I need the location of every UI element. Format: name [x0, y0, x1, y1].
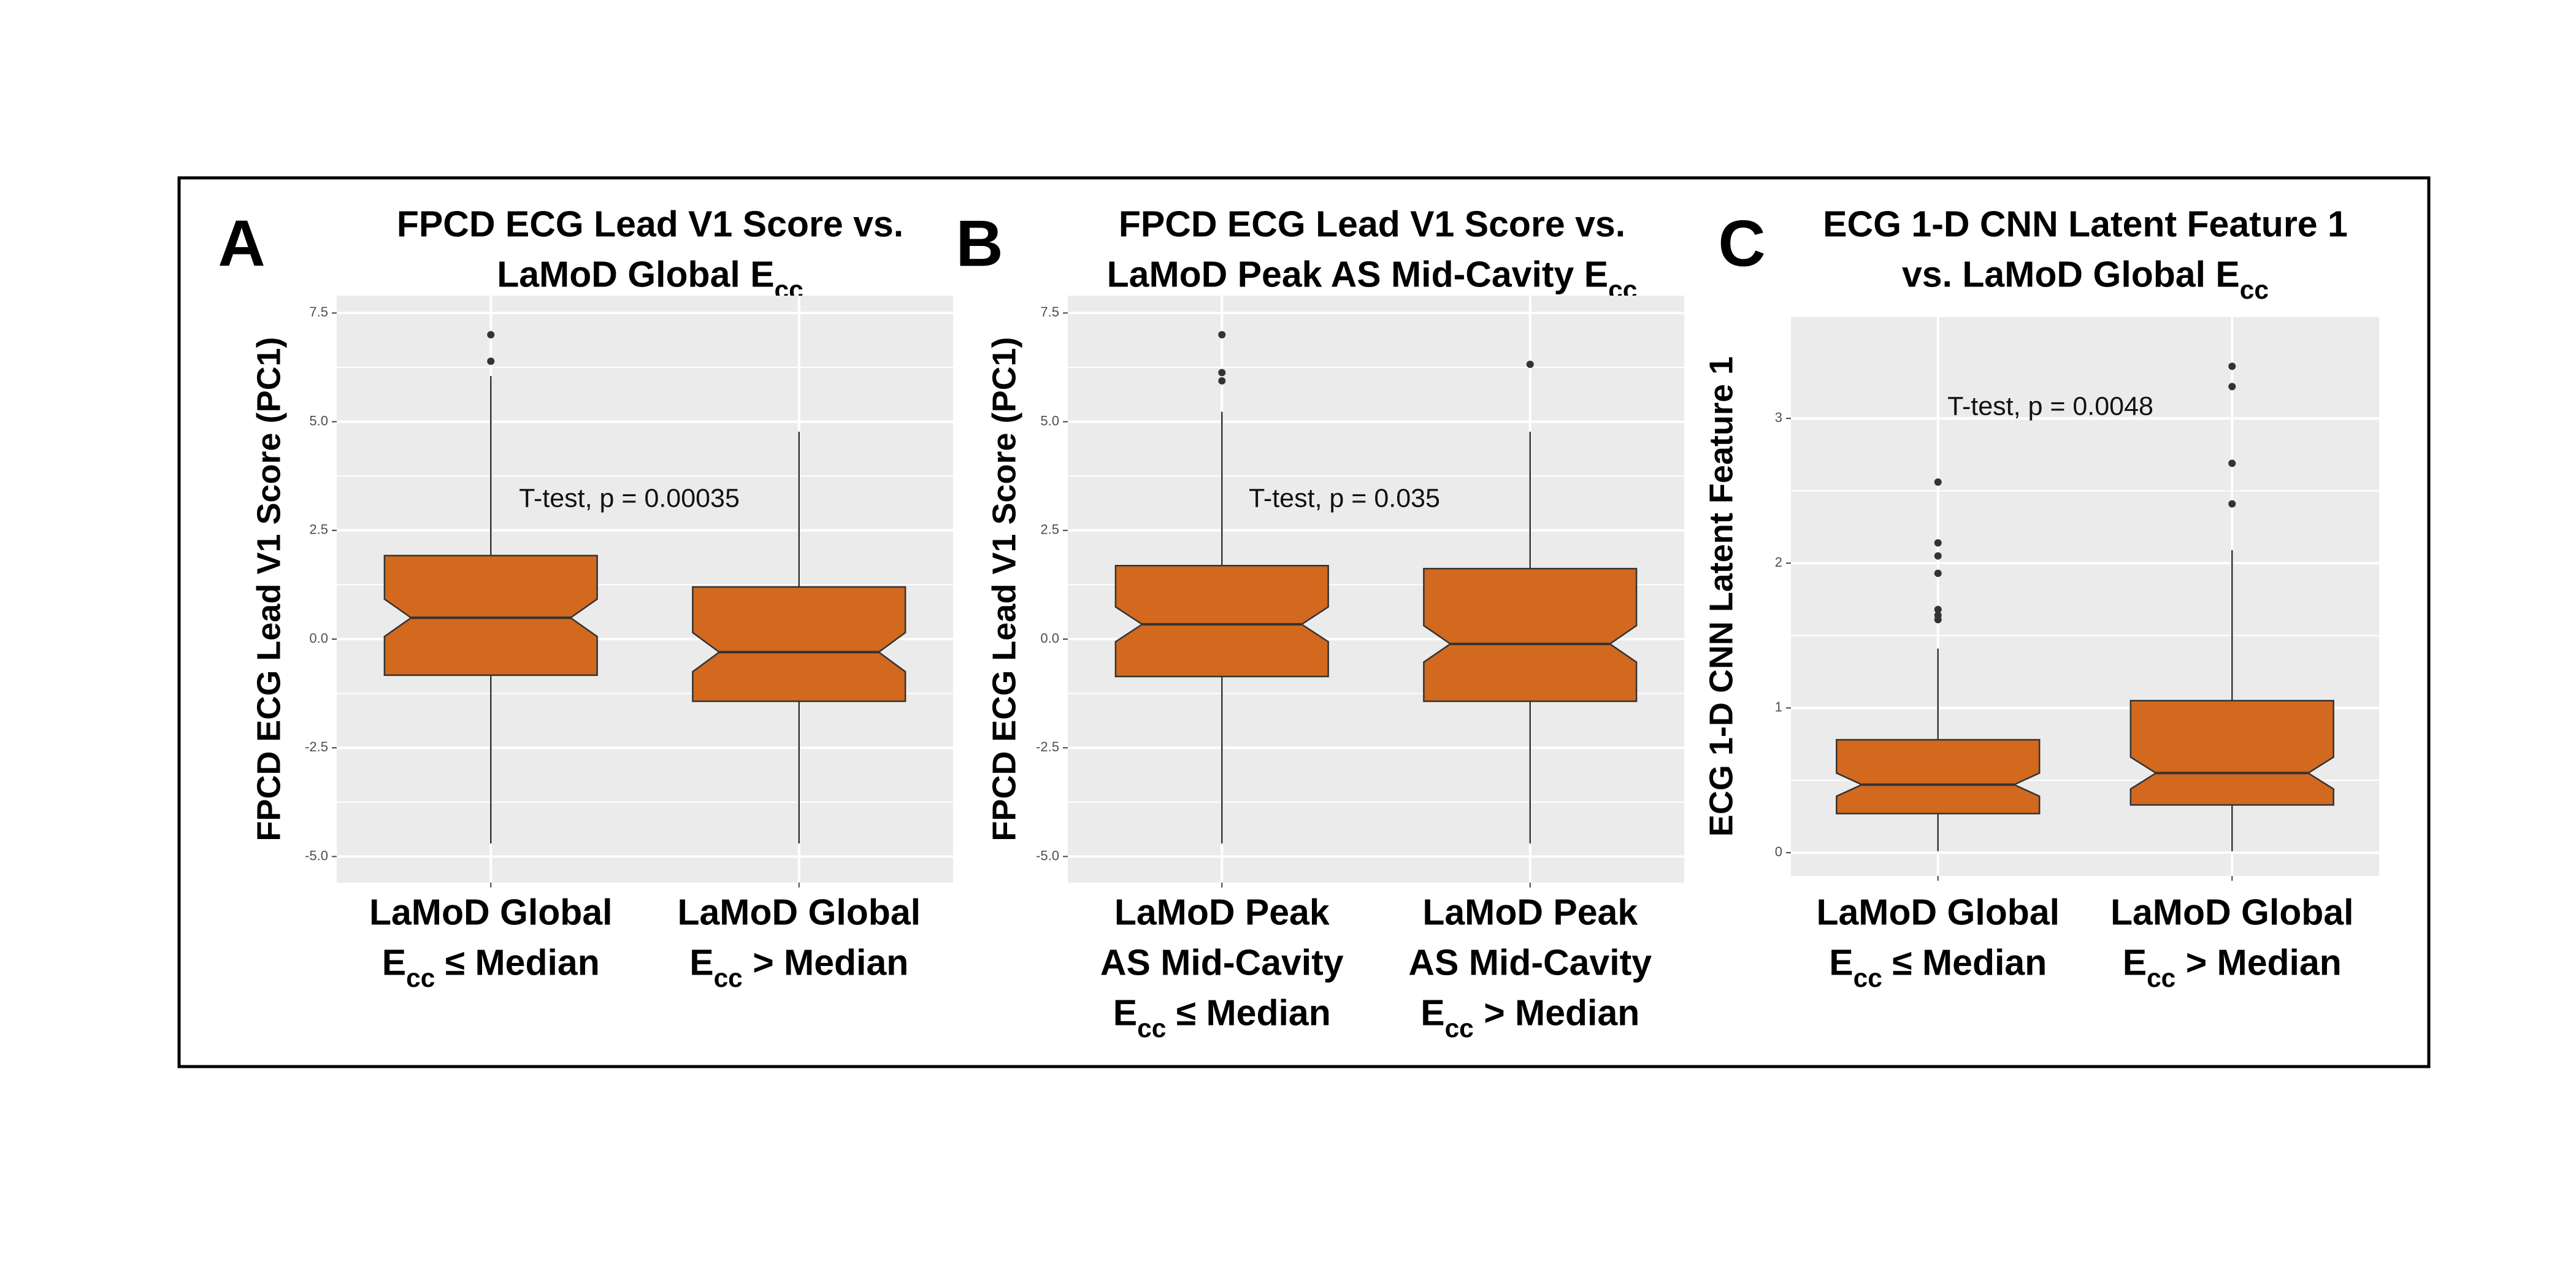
y-tick-label: -5.0: [1036, 848, 1059, 863]
annotation: T-test, p = 0.00035: [519, 483, 740, 513]
box-body: [1423, 567, 1638, 702]
annotation: T-test, p = 0.035: [1249, 483, 1440, 513]
x-tick-label: LaMoD Global: [369, 892, 613, 933]
frame: [177, 176, 2431, 1068]
x-tick-label: Ecc > Median: [2123, 943, 2342, 993]
chart-title: FPCD ECG Lead V1 Score vs.: [1119, 204, 1625, 245]
y-axis-label: ECG 1-D CNN Latent Feature 1: [1703, 356, 1739, 837]
box-body: [383, 554, 598, 677]
chart-title: FPCD ECG Lead V1 Score vs.: [397, 204, 903, 245]
y-tick-label: -5.0: [305, 848, 328, 863]
panel-letter: A: [218, 206, 265, 280]
x-tick-label: LaMoD Peak: [1422, 892, 1638, 933]
outlier: [2228, 500, 2236, 508]
x-tick-label: LaMoD Global: [2110, 892, 2354, 933]
outlier: [2228, 362, 2236, 370]
x-tick-label: LaMoD Global: [1816, 892, 2060, 933]
y-tick-label: 2.5: [309, 522, 328, 537]
x-tick-label: Ecc > Median: [689, 943, 908, 993]
chart-title: ECG 1-D CNN Latent Feature 1: [1823, 204, 2348, 245]
outlier: [1934, 569, 1942, 577]
x-tick-label: AS Mid-Cavity: [1408, 943, 1652, 983]
box-body: [2129, 700, 2334, 806]
y-tick-label: 2.5: [1040, 522, 1059, 537]
annotation: T-test, p = 0.0048: [1947, 391, 2153, 421]
outlier: [487, 331, 495, 339]
y-tick-label: -2.5: [1036, 739, 1059, 754]
box-body: [692, 586, 907, 702]
outlier: [2228, 383, 2236, 391]
x-tick-label: Ecc ≤ Median: [1113, 993, 1331, 1043]
outlier: [1934, 552, 1942, 560]
y-tick-label: 0: [1775, 844, 1782, 859]
outlier: [1934, 611, 1942, 619]
box-body: [1114, 564, 1329, 678]
outlier: [487, 358, 495, 366]
y-axis-label: FPCD ECG Lead V1 Score (PC1): [250, 337, 287, 841]
y-tick-label: 7.5: [1040, 304, 1059, 320]
x-tick-label: LaMoD Peak: [1114, 892, 1330, 933]
outlier: [1526, 361, 1534, 369]
y-tick-label: 7.5: [309, 304, 328, 320]
outlier: [1934, 605, 1942, 613]
outlier: [1934, 539, 1942, 547]
panel-letter: C: [1718, 206, 1765, 280]
y-tick-label: 0.0: [309, 631, 328, 646]
outlier: [1218, 331, 1226, 339]
outlier: [1218, 369, 1226, 377]
x-tick-label: AS Mid-Cavity: [1100, 943, 1344, 983]
x-tick-label: Ecc > Median: [1420, 993, 1639, 1043]
outlier: [2228, 459, 2236, 467]
x-tick-label: Ecc ≤ Median: [1829, 943, 2047, 993]
chart-title: vs. LaMoD Global Ecc: [1902, 255, 2269, 305]
y-tick-label: -2.5: [305, 739, 328, 754]
outlier: [1218, 377, 1226, 385]
y-tick-label: 0.0: [1040, 631, 1059, 646]
y-tick-label: 2: [1775, 554, 1782, 570]
y-tick-label: 1: [1775, 699, 1782, 715]
x-tick-label: LaMoD Global: [677, 892, 921, 933]
box-body: [1836, 738, 2041, 815]
outlier: [1934, 478, 1942, 486]
panel-letter: B: [956, 206, 1003, 280]
y-tick-label: 3: [1775, 410, 1782, 425]
y-axis-label: FPCD ECG Lead V1 Score (PC1): [986, 337, 1022, 841]
y-tick-label: 5.0: [309, 413, 328, 428]
y-tick-label: 5.0: [1040, 413, 1059, 428]
x-tick-label: Ecc ≤ Median: [382, 943, 600, 993]
